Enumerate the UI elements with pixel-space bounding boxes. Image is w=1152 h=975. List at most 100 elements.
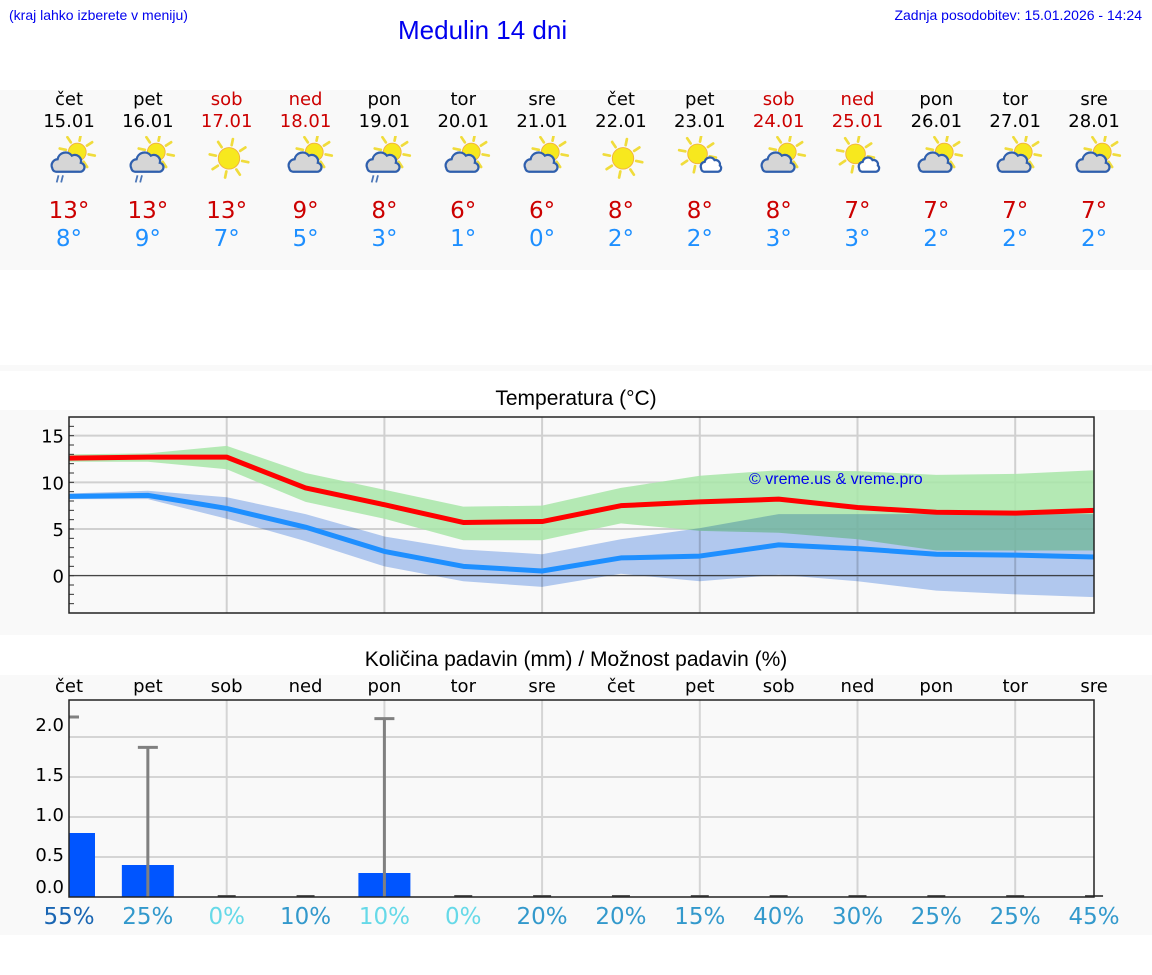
precip-day-label: ned [288,676,323,697]
day-name: ned [840,89,875,110]
min-temperature: 5° [292,226,319,252]
mostly-sunny-icon [677,136,723,174]
precip-probability: 45% [1068,904,1120,930]
min-temperature: 2° [923,226,950,252]
daily-forecast-strip: čet 15.01 13° 8° pet 16.01 13° 9° sob 17.01 13° 7° n… [0,90,1152,270]
precip-day-label: sob [210,676,243,697]
day-name: čet [606,89,635,110]
partly-cloudy-rain-icon [50,136,97,183]
min-temperature: 3° [844,226,871,252]
svg-text:1.0: 1.0 [35,805,64,826]
min-temperature: 2° [686,226,713,252]
precip-probability: 20% [516,904,568,930]
day-date: 27.01 [989,111,1041,132]
max-temperature: 8° [607,198,634,224]
min-temperature: 3° [371,226,398,252]
day-name: tor [450,89,476,110]
max-temperature: 7° [1080,198,1108,224]
max-temperature: 13° [127,198,169,224]
min-temperature: 2° [1002,226,1029,252]
day-name: pet [133,89,163,110]
min-temperature: 2° [607,226,634,252]
min-temperature: 8° [55,226,83,252]
day-name: pon [367,89,402,110]
svg-text:0: 0 [53,567,64,588]
day-name: čet [54,89,84,110]
precip-probability: 0% [208,904,245,930]
last-update-timestamp: Zadnja posodobitev: 15.01.2026 - 14:24 [894,7,1142,23]
partly-cloudy-rain-icon [129,136,175,183]
temperature-chart: 0 5 10 15 © vreme.us & vreme.pro [41,416,1095,614]
day-date: 25.01 [831,111,884,132]
partly-cloudy-icon [917,136,964,173]
min-temperature: 9° [134,226,161,252]
precip-probability: 25% [989,904,1041,930]
max-temperature: 6° [450,198,477,224]
watermark: © vreme.us & vreme.pro [749,471,923,488]
day-date: 15.01 [43,111,95,132]
precip-day-label: čet [54,676,84,697]
day-date: 19.01 [358,111,411,132]
day-date: 28.01 [1068,111,1120,132]
partly-cloudy-rain-icon [365,136,412,183]
min-temperature: 1° [450,226,477,252]
sunny-icon [602,137,644,179]
precip-probability: 15% [674,904,726,930]
day-date: 26.01 [910,111,963,132]
precip-day-label: sob [762,676,795,697]
max-temperature: 13° [48,198,90,224]
svg-text:2.0: 2.0 [35,715,64,736]
precip-probability: 25% [122,904,174,930]
max-temperature: 6° [529,198,556,224]
day-name: tor [1002,89,1028,110]
day-date: 22.01 [595,111,647,132]
day-date: 21.01 [516,111,568,132]
max-temperature: 8° [765,198,792,224]
max-temperature: 9° [292,198,319,224]
precip-probability: 30% [831,904,884,930]
partly-cloudy-icon [996,136,1043,173]
day-name: pet [685,89,715,110]
day-date: 24.01 [752,111,805,132]
max-temperature: 7° [923,198,950,224]
day-date: 16.01 [122,111,174,132]
precip-day-label: pon [919,676,954,697]
precip-day-label: tor [450,676,476,697]
precip-probability: 10% [279,904,332,930]
svg-text:1.5: 1.5 [35,765,64,786]
svg-text:0.0: 0.0 [35,877,64,898]
precip-probability: 0% [445,904,482,930]
partly-cloudy-icon [287,136,333,173]
precip-day-label: tor [1002,676,1028,697]
precip-day-label: pet [685,676,715,697]
max-temperature: 7° [844,198,871,224]
max-temperature: 8° [686,198,713,224]
day-name: pon [919,89,954,110]
location-menu-hint: (kraj lahko izberete v meniju) [9,7,188,23]
min-temperature: 3° [765,226,792,252]
partly-cloudy-icon [444,136,491,173]
day-date: 23.01 [674,111,726,132]
max-temperature: 8° [371,198,398,224]
precip-day-label: sre [1080,676,1108,697]
temperature-chart-title: Temperatura (°C) [495,387,657,410]
svg-text:5: 5 [53,520,64,541]
max-temperature: 7° [1002,198,1029,224]
mostly-sunny-icon [835,136,880,174]
max-temperature: 13° [206,198,248,224]
precip-day-label: čet [606,676,635,697]
day-name: sre [1080,89,1108,110]
day-date: 17.01 [200,111,253,132]
partly-cloudy-icon [1075,136,1122,173]
svg-text:0.5: 0.5 [35,845,64,866]
sunny-icon [208,137,250,179]
precipitation-chart: 0.0 0.5 1.0 1.5 2.0 [35,699,1104,898]
precip-day-label: pon [367,676,402,697]
precip-probability: 25% [910,904,962,930]
day-date: 18.01 [279,111,332,132]
separator [0,365,1152,371]
day-name: sre [528,89,556,110]
page-title: Medulin 14 dni [398,15,568,45]
precip-probability: 40% [753,904,805,930]
precip-day-label: sre [528,676,556,697]
